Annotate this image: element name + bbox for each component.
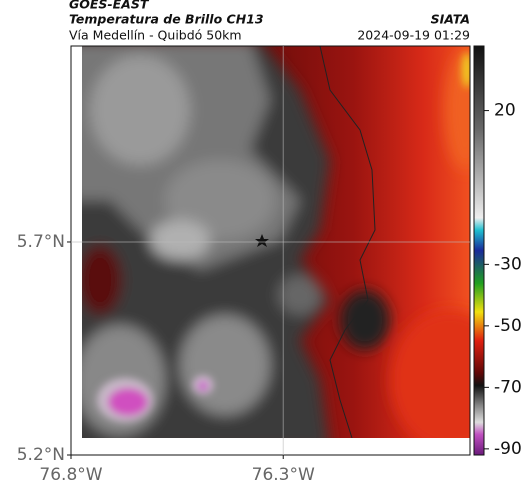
datetime: 2024-09-19 01:29 xyxy=(357,28,470,43)
satellite-image xyxy=(82,46,470,438)
source: GOES-EAST xyxy=(69,0,150,12)
colorbar-tick-label: -30 xyxy=(494,254,522,274)
lon-tick-label: 76.8°W xyxy=(39,465,102,485)
colorbar xyxy=(473,45,485,456)
colorbar-tick-label: 20 xyxy=(494,101,516,121)
lat-tick-label: 5.2°N xyxy=(17,445,65,465)
boundary-line xyxy=(319,46,376,438)
map-frame xyxy=(70,45,471,456)
lon-tick-label: 76.3°W xyxy=(252,465,315,485)
title: Temperatura de Brillo CH13 xyxy=(69,12,264,27)
subtitle: Vía Medellín - Quibdó 50km xyxy=(69,28,242,43)
colorbar-tick-label: -50 xyxy=(494,316,522,336)
colorbar-tick-label: -90 xyxy=(494,439,522,459)
colorbar-tick-label: -70 xyxy=(494,377,522,397)
city-marker xyxy=(255,234,269,247)
agency: SIATA xyxy=(431,12,470,27)
lat-tick-label: 5.7°N xyxy=(17,232,65,252)
